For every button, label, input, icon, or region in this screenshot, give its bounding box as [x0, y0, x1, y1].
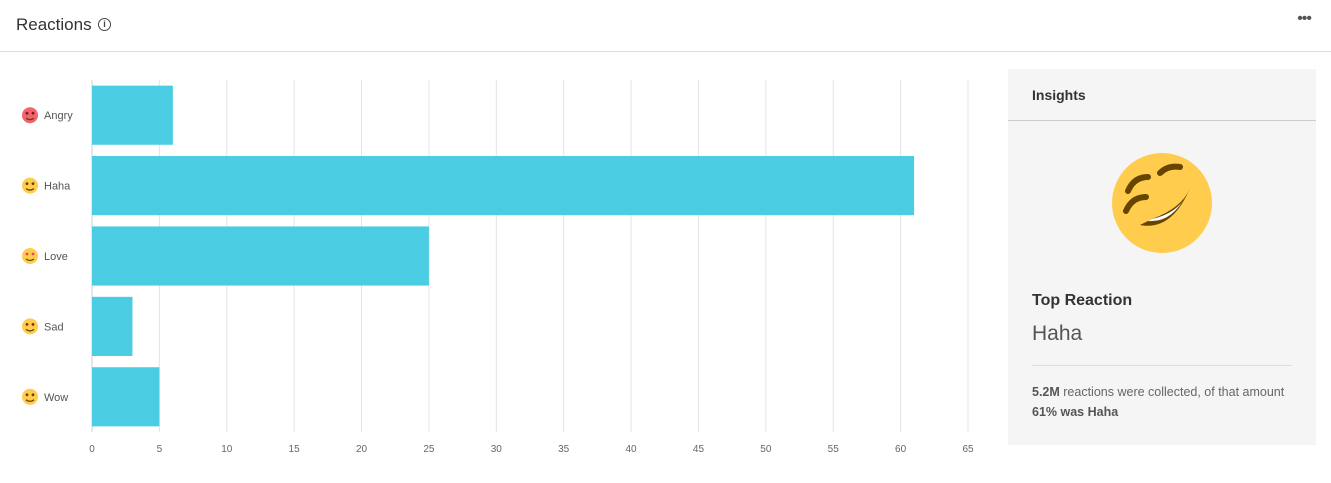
x-tick-label: 30 [491, 444, 503, 455]
emoji-eye [25, 252, 29, 256]
emoji-mouth [25, 328, 35, 332]
summary-text: reactions were collected, of that amount [1059, 385, 1285, 399]
divider [1032, 365, 1292, 366]
emoji-mouth [25, 188, 35, 191]
rolling-laughing-emoji-icon [22, 177, 38, 194]
insights-panel: Insights Top Reaction Haha 5.2M reaction… [1008, 69, 1316, 445]
x-tick-label: 35 [558, 444, 570, 455]
angry-face-emoji-icon [22, 107, 38, 124]
bar-wow [92, 367, 160, 427]
emoji-mouth [25, 258, 35, 262]
top-reaction-value: Haha [1032, 322, 1083, 345]
card-title: Reactions [16, 15, 92, 34]
y-category-label: Haha [44, 181, 71, 193]
bar-angry [92, 85, 173, 145]
x-tick-label: 50 [760, 444, 772, 455]
x-tick-label: 55 [828, 444, 840, 455]
emoji-eye [31, 182, 35, 185]
more-options-icon[interactable]: ••• [1297, 10, 1312, 27]
emoji-eye [31, 252, 35, 256]
emoji-eye [25, 393, 29, 397]
emoji-mouth [25, 117, 35, 121]
heart-eyes-emoji-icon [22, 248, 38, 264]
total-reactions: 5.2M [1032, 385, 1060, 399]
x-tick-label: 0 [89, 444, 95, 455]
y-category-label: Angry [44, 110, 73, 122]
rolling-laughing-emoji-icon [1112, 153, 1212, 253]
x-tick-label: 65 [962, 444, 974, 455]
surprised-face-emoji-icon [22, 388, 38, 405]
info-icon[interactable]: i [98, 18, 111, 31]
emoji-eye [31, 111, 35, 115]
emoji-mouth [25, 399, 35, 402]
emoji-eye [25, 111, 29, 115]
x-tick-label: 25 [423, 444, 435, 455]
y-category-label: Love [44, 251, 68, 263]
insights-title: Insights [1008, 69, 1316, 121]
bar-sad [92, 296, 133, 356]
x-tick-label: 60 [895, 444, 907, 455]
emoji-eye [31, 323, 35, 326]
y-category-label: Sad [44, 321, 64, 333]
reactions-bar-chart: 0 5 10 15 20 25 30 35 40 45 50 55 60 65 Angry Haha Love S… [22, 80, 974, 455]
sad-tear-emoji-icon [22, 318, 38, 335]
top-share: 61% was Haha [1032, 405, 1119, 419]
x-tick-label: 45 [693, 444, 705, 455]
top-reaction-label: Top Reaction [1032, 292, 1133, 309]
x-tick-label: 5 [157, 444, 163, 455]
insights-summary: 5.2M reactions were collected, of that a… [1032, 382, 1292, 422]
bar-haha [92, 156, 915, 216]
bar-love [92, 226, 429, 286]
x-tick-label: 20 [356, 444, 368, 455]
x-tick-label: 40 [626, 444, 638, 455]
y-category-label: Wow [44, 392, 68, 404]
emoji-eye [31, 393, 35, 397]
emoji-eye [25, 323, 29, 326]
x-tick-label: 10 [221, 444, 233, 455]
card-header: Reactions i ••• [0, 0, 1331, 52]
emoji-eye [25, 182, 29, 185]
x-tick-label: 15 [289, 444, 301, 455]
